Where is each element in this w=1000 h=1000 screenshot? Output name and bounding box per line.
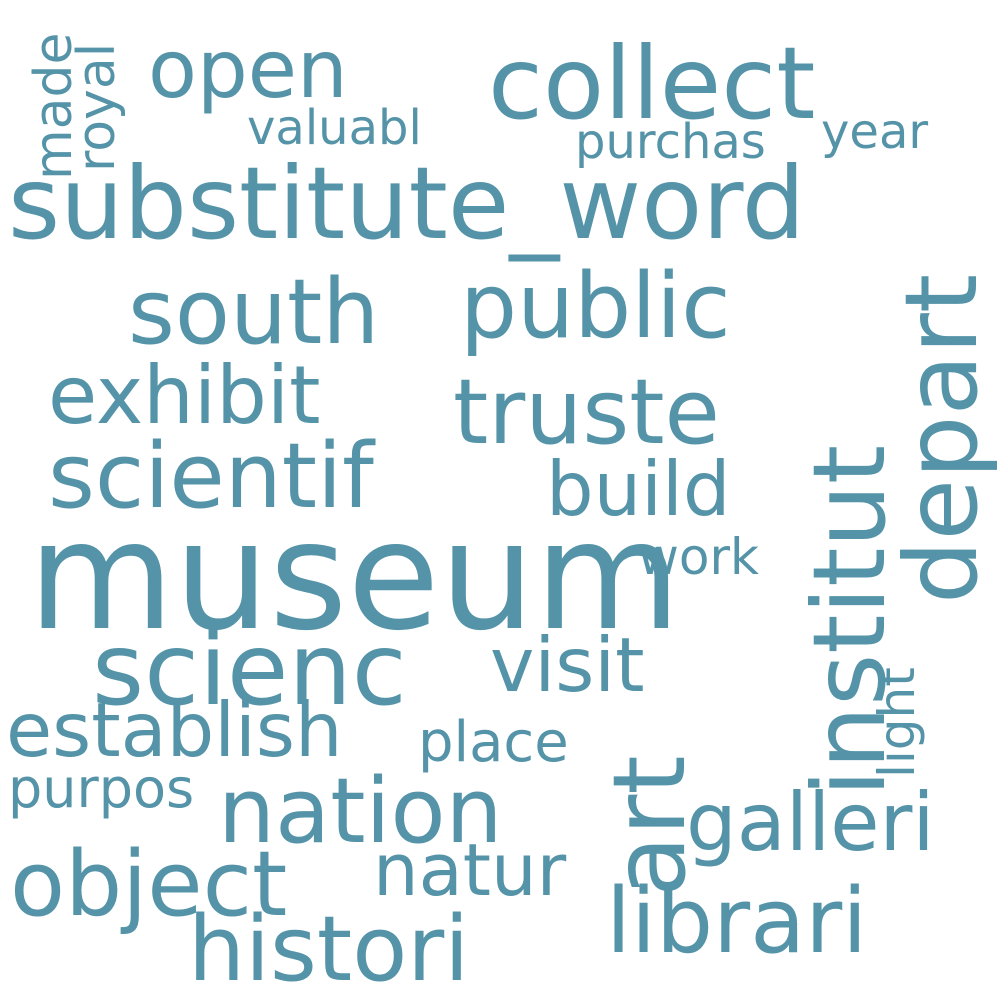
word-scientif: scientif xyxy=(48,424,374,529)
word-purchas: purchas xyxy=(575,114,766,170)
word-open: open xyxy=(148,23,348,116)
word-work: work xyxy=(638,528,759,586)
word-place: place xyxy=(418,710,569,775)
word-depart: depart xyxy=(883,273,1000,604)
word-year: year xyxy=(821,104,929,160)
word-purpos: purpos xyxy=(8,757,195,820)
word-light: light xyxy=(868,667,926,778)
word-south: south xyxy=(128,260,380,365)
word-public: public xyxy=(460,254,731,359)
word-establish: establish xyxy=(6,686,343,774)
word-visit: visit xyxy=(490,621,645,709)
word-histori: histori xyxy=(188,897,470,1000)
word-scienc: scienc xyxy=(92,611,407,728)
word-museum: museum xyxy=(28,490,681,664)
word-collect: collect xyxy=(488,25,816,142)
word-galleri: galleri xyxy=(686,776,935,869)
word-art: art xyxy=(591,755,708,897)
word-build: build xyxy=(546,445,731,533)
word-librari: librari xyxy=(606,869,868,974)
word-exhibit: exhibit xyxy=(48,349,321,442)
word-nation: nation xyxy=(218,759,503,864)
word-truste: truste xyxy=(453,360,720,465)
word-object: object xyxy=(10,832,288,937)
word-natur: natur xyxy=(373,828,567,912)
word-valuabl: valuabl xyxy=(247,100,422,156)
word-substitute-word: substitute_word xyxy=(8,145,806,262)
